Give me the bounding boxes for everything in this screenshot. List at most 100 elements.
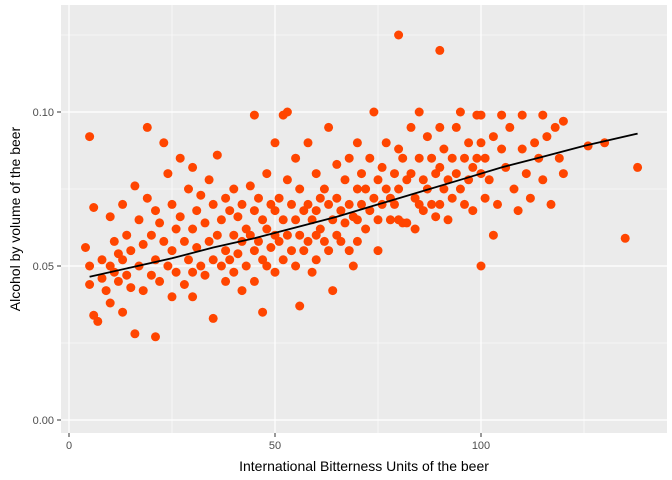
- data-point: [287, 246, 296, 256]
- data-point: [184, 184, 193, 194]
- data-point: [344, 246, 354, 256]
- data-point: [431, 212, 441, 222]
- data-point: [422, 132, 432, 142]
- data-point: [101, 286, 111, 296]
- data-point: [229, 267, 239, 277]
- data-point: [340, 175, 350, 185]
- data-point: [488, 132, 498, 142]
- data-point: [352, 215, 362, 225]
- data-point: [303, 138, 313, 148]
- data-point: [113, 276, 123, 286]
- data-point: [468, 206, 478, 216]
- data-point: [105, 212, 115, 222]
- data-point: [249, 276, 259, 286]
- data-point: [295, 301, 305, 311]
- data-point: [303, 199, 313, 209]
- data-point: [126, 283, 136, 293]
- data-point: [167, 292, 177, 302]
- data-point: [278, 215, 288, 225]
- data-point: [427, 153, 437, 163]
- data-point: [204, 175, 214, 185]
- data-point: [361, 184, 371, 194]
- data-point: [233, 249, 243, 259]
- data-point: [138, 239, 148, 249]
- data-point: [525, 193, 535, 203]
- data-point: [348, 261, 358, 271]
- data-point: [464, 138, 474, 148]
- data-point: [344, 153, 354, 163]
- data-point: [142, 193, 152, 203]
- data-point: [254, 236, 263, 246]
- y-tick-label: 0.10: [33, 107, 54, 119]
- data-point: [245, 230, 255, 240]
- data-point: [278, 255, 288, 265]
- data-point: [282, 230, 292, 240]
- data-point: [167, 199, 177, 209]
- data-point: [410, 224, 420, 234]
- data-point: [225, 255, 235, 265]
- data-point: [274, 193, 284, 203]
- data-point: [472, 153, 482, 163]
- data-point: [262, 261, 272, 271]
- data-point: [208, 313, 218, 323]
- data-point: [352, 236, 362, 246]
- data-point: [311, 255, 321, 265]
- data-point: [163, 261, 173, 271]
- data-point: [390, 169, 399, 179]
- data-point: [179, 280, 189, 289]
- data-point: [122, 270, 132, 280]
- data-point: [287, 199, 296, 209]
- data-point: [418, 175, 428, 185]
- data-point: [204, 236, 214, 246]
- data-point: [542, 132, 552, 142]
- data-point: [414, 107, 424, 117]
- data-point: [340, 218, 350, 228]
- data-point: [357, 169, 366, 179]
- data-point: [352, 138, 362, 148]
- data-point: [245, 181, 255, 191]
- data-point: [97, 273, 107, 283]
- axis-tick-labels: 0 50 100 0.00 0.05 0.10: [33, 107, 491, 452]
- data-point: [311, 206, 321, 216]
- data-point: [352, 184, 362, 194]
- data-point: [274, 236, 284, 246]
- data-point: [476, 110, 486, 120]
- data-point: [406, 169, 416, 179]
- data-point: [208, 255, 218, 265]
- data-point: [315, 193, 325, 203]
- data-point: [282, 175, 292, 185]
- data-points: [81, 30, 643, 342]
- data-point: [109, 236, 119, 246]
- data-point: [126, 246, 136, 256]
- data-point: [402, 218, 412, 228]
- data-point: [254, 193, 263, 203]
- data-point: [435, 199, 445, 209]
- data-point: [85, 261, 95, 271]
- data-point: [175, 212, 185, 222]
- data-point: [373, 246, 383, 256]
- data-point: [134, 215, 144, 225]
- data-point: [633, 162, 643, 172]
- data-point: [85, 132, 95, 142]
- major-gridlines: [61, 5, 667, 433]
- data-point: [146, 270, 156, 280]
- data-point: [188, 162, 198, 172]
- y-axis-title: Alcohol by volume of the beer: [7, 126, 23, 311]
- data-point: [427, 199, 437, 209]
- data-point: [509, 184, 519, 194]
- data-point: [332, 193, 342, 203]
- data-point: [266, 243, 276, 252]
- data-point: [221, 246, 231, 256]
- data-point: [249, 206, 259, 216]
- data-point: [142, 122, 152, 132]
- data-point: [497, 110, 507, 120]
- data-point: [229, 184, 239, 194]
- data-point: [390, 199, 399, 209]
- x-tick-label: 0: [66, 440, 72, 452]
- data-point: [184, 255, 193, 265]
- data-point: [233, 212, 243, 222]
- x-tick-label: 50: [269, 440, 281, 452]
- data-point: [324, 246, 334, 256]
- data-point: [336, 236, 346, 246]
- data-point: [93, 316, 103, 326]
